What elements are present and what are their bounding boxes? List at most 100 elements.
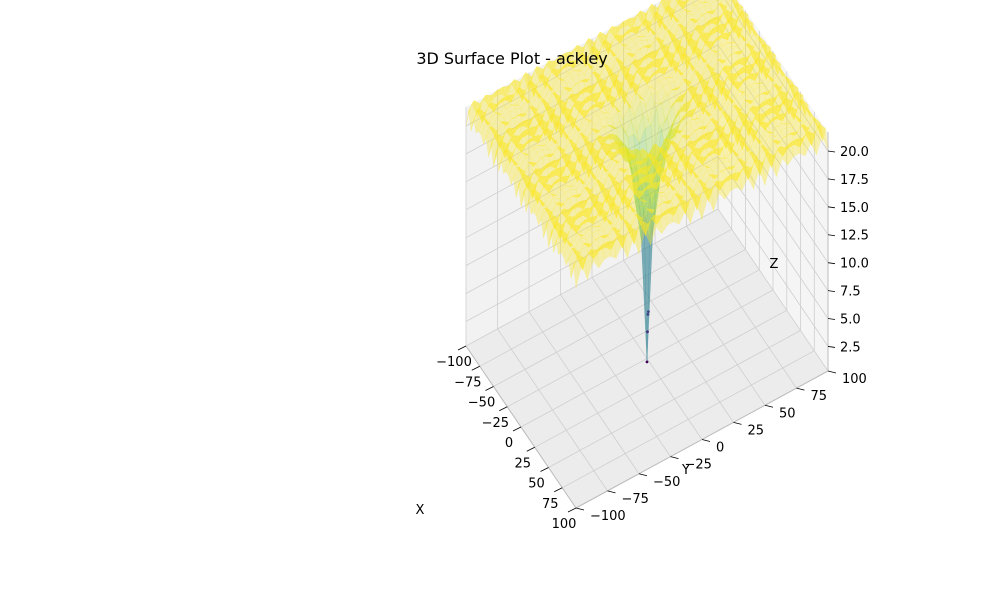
surface-facet bbox=[699, 1, 708, 3]
surface-facet bbox=[710, 118, 719, 128]
surface-facet bbox=[787, 76, 796, 101]
surface-facet bbox=[728, 51, 737, 57]
surface-facet bbox=[575, 145, 585, 173]
surface-facet bbox=[632, 81, 642, 100]
surface-facet bbox=[580, 153, 590, 179]
surface-facet bbox=[553, 188, 563, 197]
surface-facet bbox=[527, 126, 537, 138]
surface-facet bbox=[603, 94, 613, 114]
surface-facet bbox=[482, 103, 491, 123]
surface-facet bbox=[610, 201, 620, 219]
surface-facet bbox=[646, 84, 655, 89]
surface-facet bbox=[606, 150, 615, 161]
surface-facet bbox=[540, 145, 549, 150]
surface-facet bbox=[722, 86, 732, 104]
surface-facet bbox=[579, 133, 589, 144]
surface-facet bbox=[550, 159, 559, 169]
surface-facet bbox=[648, 11, 657, 33]
surface-facet bbox=[529, 88, 539, 106]
surface-facet bbox=[731, 125, 741, 146]
surface-facet bbox=[565, 87, 575, 104]
surface-facet bbox=[535, 89, 545, 101]
surface-facet bbox=[672, 23, 681, 42]
surface-facet bbox=[742, 9, 751, 35]
surface-facet bbox=[642, 174, 652, 191]
surface-facet bbox=[630, 153, 640, 158]
surface-facet bbox=[520, 151, 530, 156]
surface-facet bbox=[575, 232, 585, 237]
x-tick-label: 0 bbox=[505, 436, 513, 451]
surface-facet bbox=[588, 249, 597, 259]
surface-facet bbox=[500, 85, 509, 97]
surface-facet bbox=[704, 85, 713, 105]
surface-facet bbox=[541, 201, 551, 218]
surface-facet bbox=[636, 213, 646, 236]
surface-facet bbox=[541, 73, 551, 91]
surface-facet bbox=[668, 36, 677, 68]
surface-facet bbox=[699, 186, 708, 220]
surface-facet bbox=[783, 83, 793, 105]
surface-facet bbox=[516, 130, 525, 147]
surface-facet bbox=[773, 84, 782, 93]
y-tick-label: 100 bbox=[842, 372, 867, 387]
surface-facet bbox=[636, 18, 646, 34]
surface-facet bbox=[693, 46, 702, 61]
surface-facet bbox=[530, 112, 540, 138]
surface-facet bbox=[712, 78, 721, 110]
surface-facet bbox=[518, 173, 527, 208]
surface-facet bbox=[580, 186, 590, 210]
surface-facet bbox=[738, 99, 748, 115]
surface-facet bbox=[581, 139, 590, 173]
surface-facet bbox=[566, 204, 575, 219]
surface-facet bbox=[737, 37, 746, 55]
surface-facet bbox=[649, 175, 658, 241]
surface-facet bbox=[636, 67, 646, 79]
surface-facet bbox=[550, 112, 560, 133]
surface-facet bbox=[684, 37, 694, 69]
surface-facet bbox=[792, 83, 801, 111]
surface-facet bbox=[679, 161, 688, 185]
surface-facet bbox=[547, 196, 556, 218]
surface-facet bbox=[747, 134, 756, 153]
surface-facet bbox=[643, 182, 653, 241]
surface-facet bbox=[655, 20, 665, 38]
surface-facet bbox=[623, 47, 633, 58]
surface-facet bbox=[634, 59, 643, 79]
surface-facet bbox=[596, 135, 605, 146]
surface-facet bbox=[764, 78, 774, 96]
surface-facet bbox=[604, 85, 614, 108]
surface-facet bbox=[539, 198, 548, 209]
surface-facet bbox=[606, 173, 616, 184]
z-grid-line bbox=[465, 128, 829, 291]
surface-facet bbox=[717, 78, 727, 102]
surface-facet bbox=[720, 2, 730, 24]
surface-facet bbox=[644, 194, 653, 203]
surface-facet bbox=[572, 194, 582, 198]
surface-facet bbox=[661, 115, 671, 145]
surface-facet bbox=[594, 119, 603, 134]
surface-facet bbox=[776, 113, 786, 122]
surface-facet bbox=[763, 50, 773, 80]
surface-facet bbox=[578, 186, 588, 198]
surface-facet bbox=[562, 175, 572, 187]
surface-facet bbox=[510, 135, 520, 147]
surface-facet bbox=[777, 146, 786, 157]
surface-facet bbox=[794, 90, 804, 112]
surface-facet bbox=[634, 213, 644, 224]
surface-facet bbox=[626, 174, 635, 194]
surface-facet bbox=[686, 93, 696, 112]
surface-facet bbox=[700, 84, 710, 115]
surface-facet bbox=[730, 51, 740, 68]
surface-facet bbox=[614, 21, 624, 38]
surface-facet bbox=[527, 168, 536, 189]
surface-facet bbox=[654, 81, 664, 94]
surface-facet bbox=[553, 98, 563, 133]
surface-facet bbox=[769, 97, 778, 116]
surface-facet bbox=[583, 78, 592, 94]
surface-facet bbox=[738, 32, 747, 42]
y-tick-mark bbox=[670, 456, 679, 460]
surface-facet bbox=[658, 136, 667, 192]
surface-facet bbox=[559, 146, 568, 168]
surface-facet bbox=[616, 34, 626, 47]
